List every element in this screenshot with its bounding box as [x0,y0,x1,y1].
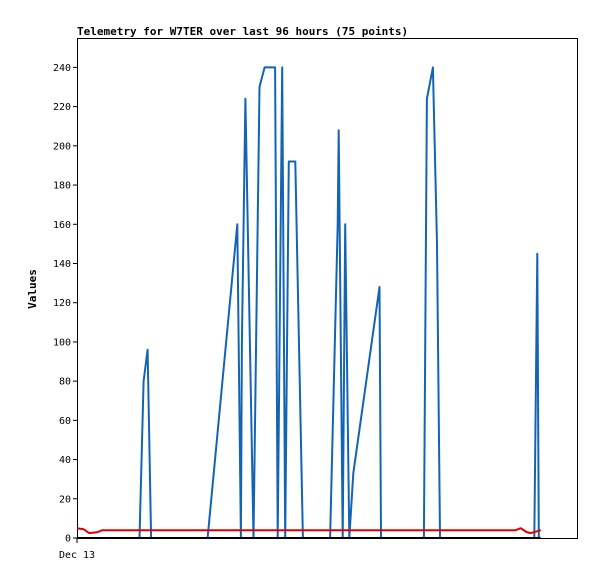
y-tick-label: 60 [59,416,71,427]
series-lines [76,66,542,539]
series-line-2 [76,527,542,535]
x-tick-label: Dec 13 [59,550,95,561]
y-tick-label: 20 [59,494,71,505]
y-tick-label: 100 [53,337,71,348]
y-tick-label: 0 [65,534,71,545]
y-tick-label: 80 [59,377,71,388]
y-tick-label: 160 [53,220,71,231]
y-tick-label: 120 [53,298,71,309]
y-tick-label: 220 [53,102,71,113]
y-tick-label: 200 [53,141,71,152]
y-tick-label: 180 [53,181,71,192]
y-tick-label: 40 [59,455,71,466]
y-tick-label: 140 [53,259,71,270]
y-axis-ticks: 0 20 40 60 80 100 120 140 160 180 200 220 240 [53,63,77,545]
y-tick-label: 240 [53,63,71,74]
series-line-1 [138,66,540,539]
y-axis-label: Values [26,269,39,309]
chart-title: Telemetry for W7TER over last 96 hours (… [77,25,408,38]
plot-area-frame [77,38,578,539]
